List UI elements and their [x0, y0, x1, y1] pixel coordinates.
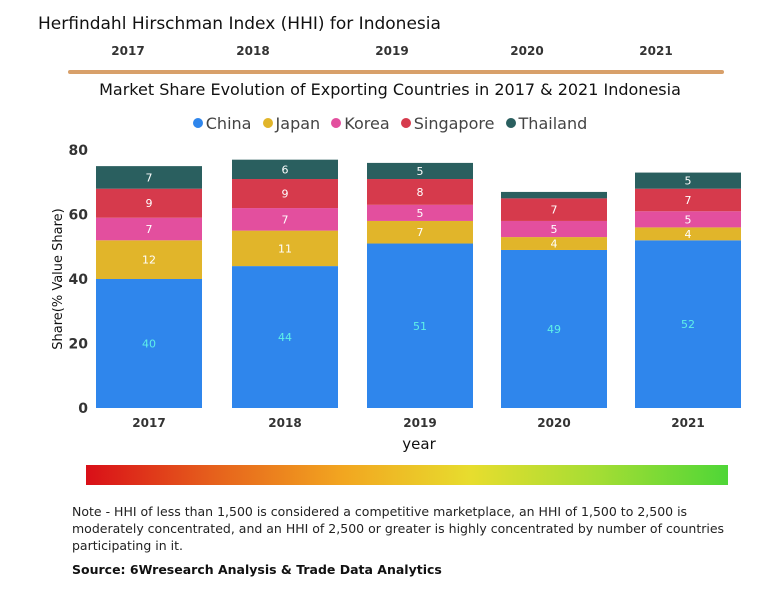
- legend-label: Japan: [275, 114, 321, 133]
- data-label-japan-2019: 7: [417, 226, 424, 239]
- legend-swatch: [192, 118, 203, 128]
- data-label-korea-2019: 5: [417, 207, 424, 220]
- legend-item-china: China: [192, 114, 252, 133]
- data-label-singapore-2021: 7: [685, 194, 692, 207]
- x-tick-label-2019: 2019: [403, 416, 436, 430]
- hhi-year-label: 2018: [236, 44, 270, 58]
- hhi-year-label: 2020: [510, 44, 544, 58]
- data-label-japan-2017: 12: [142, 254, 156, 267]
- data-label-japan-2018: 11: [278, 242, 292, 255]
- data-label-japan-2020: 4: [551, 238, 558, 251]
- chart-title: Market Share Evolution of Exporting Coun…: [99, 80, 681, 99]
- chart-legend: China Japan Korea Singapore Thailand: [0, 114, 780, 133]
- data-label-singapore-2019: 8: [417, 186, 424, 199]
- y-axis-label: Share(% Value Share): [51, 208, 66, 350]
- hhi-title: Herfindahl Hirschman Index (HHI) for Ind…: [38, 14, 441, 34]
- data-label-singapore-2020: 7: [551, 204, 558, 217]
- y-tick-label-3: 60: [69, 208, 89, 224]
- hhi-gradient-scale: [86, 465, 728, 485]
- bar-japan-2020: [501, 237, 607, 250]
- data-label-japan-2021: 4: [685, 228, 692, 241]
- legend-label: Korea: [344, 114, 390, 133]
- bar-japan-2018: [232, 230, 338, 267]
- legend-item-thailand: Thailand: [505, 114, 588, 133]
- bar-thailand-2021: [635, 172, 741, 189]
- data-label-china-2018: 44: [278, 331, 292, 344]
- data-label-thailand-2021: 5: [685, 175, 692, 188]
- legend-swatch: [400, 118, 411, 128]
- data-label-china-2020: 49: [547, 323, 561, 336]
- hhi-divider: [68, 70, 724, 74]
- legend-item-singapore: Singapore: [400, 114, 495, 133]
- bar-japan-2019: [367, 220, 473, 244]
- bar-korea-2017: [96, 217, 202, 241]
- hhi-year-label: 2017: [111, 44, 145, 58]
- bar-singapore-2020: [501, 198, 607, 221]
- legend-label: China: [205, 114, 252, 133]
- data-label-china-2017: 40: [142, 338, 156, 351]
- x-tick-label-2020: 2020: [537, 416, 570, 430]
- note-text: Note - HHI of less than 1,500 is conside…: [72, 504, 725, 553]
- bar-thailand-2020: [501, 191, 607, 199]
- bar-japan-2017: [96, 240, 202, 279]
- bar-singapore-2017: [96, 188, 202, 218]
- data-label-thailand-2019: 5: [417, 165, 424, 178]
- bar-korea-2021: [635, 211, 741, 228]
- data-label-singapore-2017: 9: [146, 197, 153, 210]
- x-tick-label-2017: 2017: [132, 416, 165, 430]
- bar-china-2017: [96, 279, 202, 408]
- data-label-china-2019: 51: [413, 320, 427, 333]
- data-label-thailand-2017: 7: [146, 171, 153, 184]
- bar-china-2019: [367, 243, 473, 408]
- hhi-year-label: 2019: [375, 44, 409, 58]
- legend-swatch: [505, 118, 516, 128]
- data-label-korea-2018: 7: [282, 213, 289, 226]
- y-tick-label-1: 20: [69, 337, 89, 353]
- legend-label: Singapore: [413, 114, 495, 133]
- data-label-korea-2017: 7: [146, 223, 153, 236]
- legend-swatch: [262, 118, 273, 128]
- bar-japan-2021: [635, 227, 741, 241]
- legend-swatch: [331, 118, 342, 128]
- bar-korea-2018: [232, 208, 338, 231]
- bar-china-2018: [232, 266, 338, 408]
- bar-china-2021: [635, 240, 741, 408]
- bar-singapore-2021: [635, 188, 741, 212]
- y-tick-label-4: 80: [69, 143, 89, 159]
- source-text: Source: 6Wresearch Analysis & Trade Data…: [72, 562, 442, 577]
- bar-korea-2020: [501, 220, 607, 238]
- bar-thailand-2018: [232, 159, 338, 180]
- hhi-years: 2017 2018 2019 2020 2021: [0, 44, 780, 62]
- x-axis-label: year: [402, 435, 436, 453]
- bar-thailand-2017: [96, 166, 202, 189]
- bar-singapore-2018: [232, 179, 338, 209]
- y-tick-label-2: 40: [69, 272, 89, 288]
- data-label-singapore-2018: 9: [282, 188, 289, 201]
- x-tick-label-2021: 2021: [671, 416, 704, 430]
- x-tick-label-2018: 2018: [268, 416, 301, 430]
- y-tick-label-0: 0: [78, 401, 88, 417]
- bar-singapore-2019: [367, 179, 473, 205]
- data-label-china-2021: 52: [681, 318, 695, 331]
- hhi-year-label: 2021: [639, 44, 673, 58]
- bar-thailand-2019: [367, 162, 473, 180]
- legend-item-japan: Japan: [262, 114, 321, 133]
- data-label-korea-2020: 5: [551, 223, 558, 236]
- legend-label: Thailand: [518, 114, 588, 133]
- bar-korea-2019: [367, 204, 473, 221]
- data-label-thailand-2018: 6: [282, 163, 289, 176]
- data-label-korea-2021: 5: [685, 213, 692, 226]
- bar-china-2020: [501, 249, 607, 408]
- legend-item-korea: Korea: [331, 114, 390, 133]
